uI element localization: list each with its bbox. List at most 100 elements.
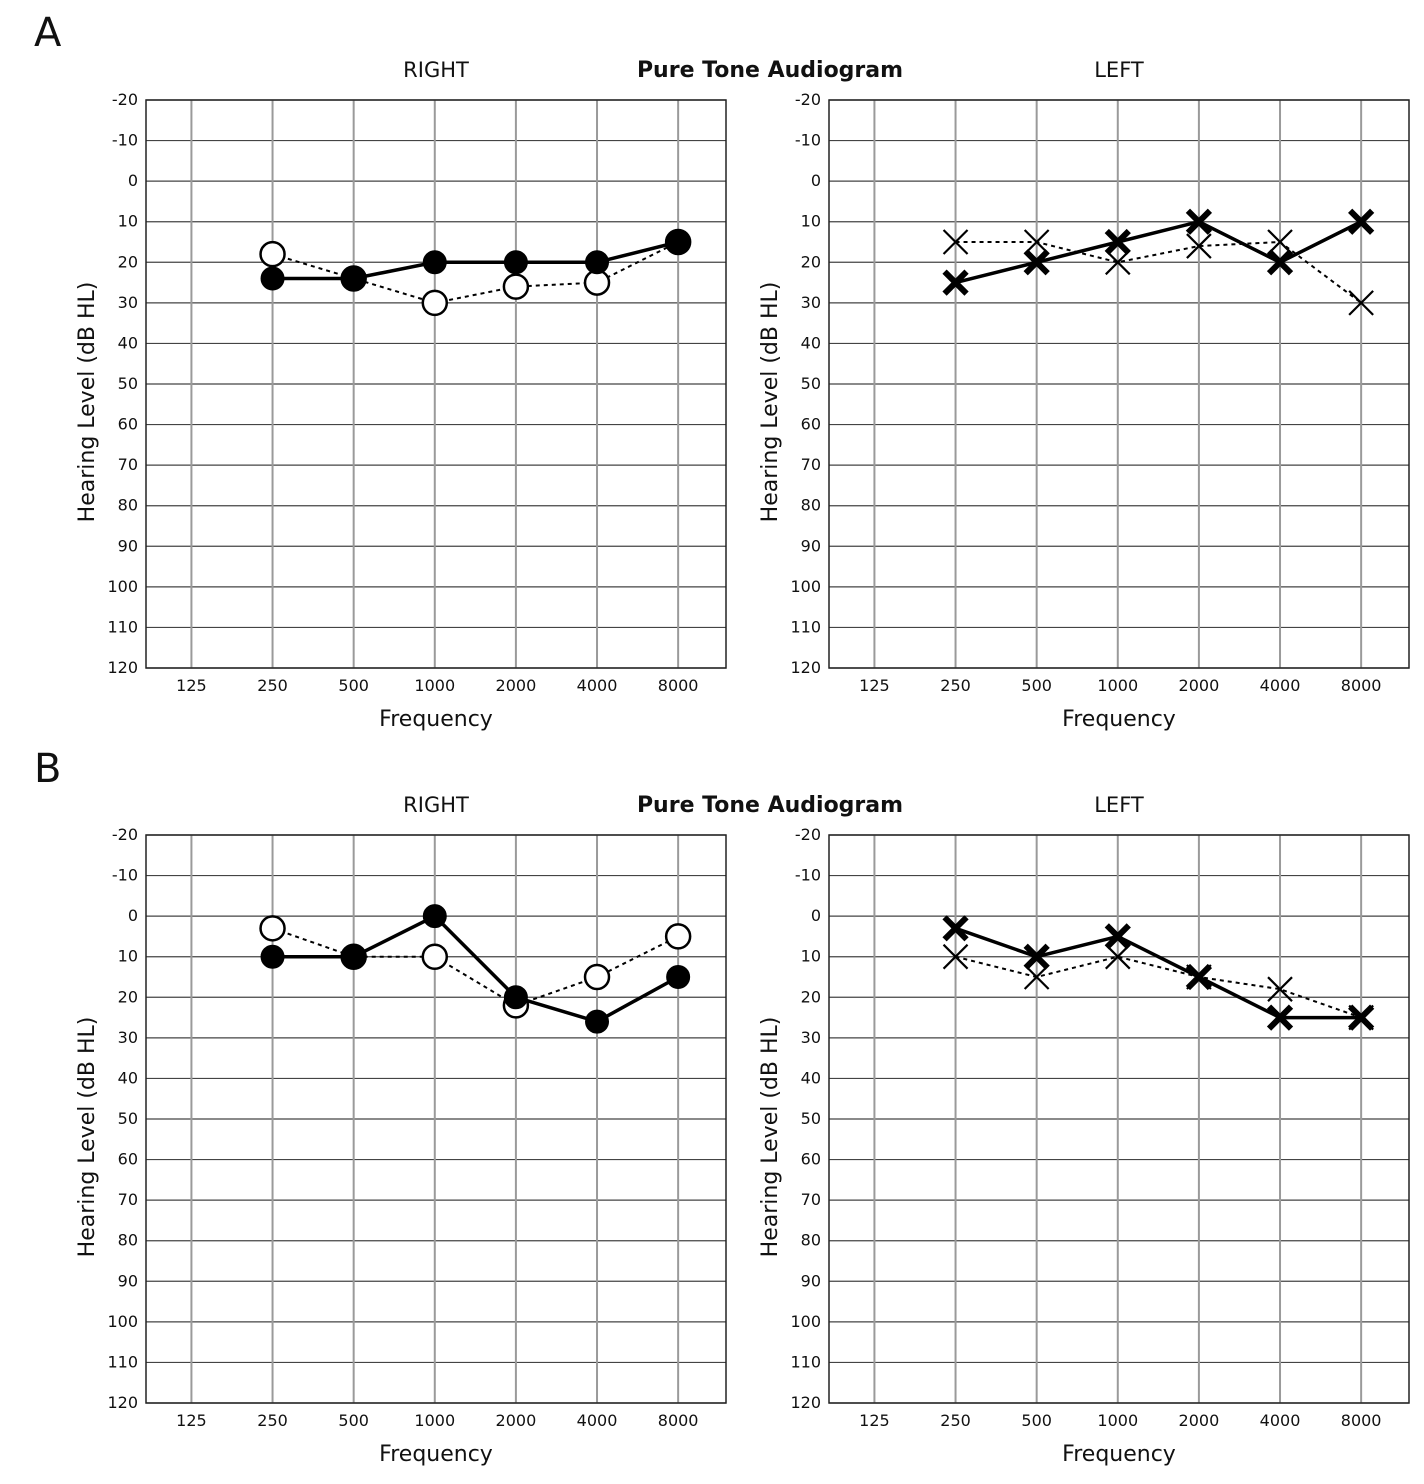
- y-tick-label: 20: [118, 252, 138, 271]
- audiogram-b-left: LEFT -20 -10 0 10 20 30 40 50 60 70 80 90 100 110 120 12…: [758, 793, 1410, 1467]
- series-line-dashed: [955, 240, 1362, 304]
- y-tick-label: 70: [118, 455, 138, 474]
- data-point-open-circle: [421, 943, 449, 970]
- data-point-bold-x: [1023, 249, 1050, 276]
- x-tick-label: 125: [859, 676, 890, 695]
- y-axis-label: Hearing Level (dB HL): [758, 282, 783, 523]
- data-point-filled-circle: [585, 250, 610, 275]
- x-tick-label: 1000: [1097, 676, 1138, 695]
- y-tick-label: -20: [112, 825, 138, 844]
- data-point-bold-x: [1104, 923, 1131, 950]
- y-tick-label: 110: [107, 1352, 138, 1371]
- y-tick-label: -10: [795, 866, 821, 885]
- data-point-bold-x: [942, 269, 969, 296]
- x-axis-label: Frequency: [379, 1442, 493, 1467]
- x-axis-label: Frequency: [1062, 707, 1176, 732]
- y-tick-label: 60: [801, 1150, 821, 1169]
- y-tick-label: 120: [790, 1393, 821, 1412]
- y-tick-label: 50: [118, 1109, 138, 1128]
- y-axis-label: Hearing Level (dB HL): [758, 1017, 783, 1258]
- y-tick-label: 80: [801, 496, 821, 515]
- x-tick-label: 500: [338, 1411, 369, 1430]
- y-tick-label: 30: [801, 293, 821, 312]
- y-tick-label: 120: [790, 658, 821, 677]
- x-tick-label: 4000: [1260, 676, 1301, 695]
- x-tick-label: 250: [257, 1411, 288, 1430]
- data-point-bold-x: [1185, 208, 1213, 235]
- y-tick-label: 100: [790, 1312, 821, 1331]
- y-tick-label: 10: [118, 212, 138, 231]
- x-tick-label: 500: [1021, 1411, 1052, 1430]
- data-point-thin-x: [1105, 943, 1131, 970]
- audiogram-b-right: RIGHT -20 -10 0 10 20 30 40 50 60 70 80 90 100 110 120 1…: [75, 793, 727, 1467]
- plot-frame: [828, 834, 1410, 1404]
- data-point-bold-x: [1348, 1004, 1375, 1031]
- x-tick-label: 500: [1021, 676, 1052, 695]
- data-point-thin-x: [1105, 249, 1131, 276]
- y-tick-label: 90: [801, 536, 821, 555]
- y-tick-label: 40: [801, 333, 821, 352]
- ear-label: RIGHT: [403, 58, 469, 82]
- data-point-filled-circle: [422, 250, 447, 275]
- y-tick-label: 30: [118, 293, 138, 312]
- data-point-filled-circle: [341, 944, 366, 969]
- series-line-solid: [272, 914, 679, 1024]
- audiogram-a-left: LEFT -20 -10 0 10 20 30 40 50 60 70 80 90 100 110 120 12…: [758, 58, 1410, 732]
- series-line-solid: [954, 926, 1362, 1020]
- plot-frame: [145, 834, 727, 1404]
- y-tick-label: 50: [801, 1109, 821, 1128]
- y-tick-label: 0: [811, 906, 821, 925]
- y-tick-label: 50: [801, 374, 821, 393]
- data-point-filled-circle: [585, 1009, 610, 1034]
- y-tick-label: 40: [118, 333, 138, 352]
- data-point-filled-circle: [503, 250, 528, 275]
- y-tick-label: 80: [118, 496, 138, 515]
- x-tick-label: 8000: [658, 1411, 699, 1430]
- x-tick-label: 2000: [1179, 676, 1220, 695]
- x-tick-label: 2000: [1179, 1411, 1220, 1430]
- y-tick-label: 50: [118, 374, 138, 393]
- x-tick-label: 1000: [414, 1411, 455, 1430]
- data-point-thin-x: [942, 943, 969, 970]
- y-tick-label: 110: [107, 617, 138, 636]
- data-point-thin-x: [1023, 229, 1050, 255]
- data-point-bold-x: [1348, 208, 1375, 235]
- x-tick-label: 1000: [1097, 1411, 1138, 1430]
- data-point-filled-circle: [341, 266, 366, 291]
- ear-label: RIGHT: [403, 793, 469, 817]
- data-point-filled-circle: [260, 266, 285, 291]
- data-point-thin-x: [942, 229, 969, 255]
- series-line-dashed: [272, 241, 679, 304]
- y-tick-label: -10: [112, 131, 138, 150]
- data-point-thin-x: [1267, 976, 1293, 1002]
- y-tick-label: 60: [801, 415, 821, 434]
- data-point-open-circle: [583, 963, 611, 991]
- x-tick-label: 125: [859, 1411, 890, 1430]
- y-tick-label: 10: [801, 212, 821, 231]
- x-tick-label: 250: [940, 676, 971, 695]
- y-tick-label: -10: [795, 131, 821, 150]
- data-point-bold-x: [1104, 228, 1131, 256]
- y-tick-label: -10: [112, 866, 138, 885]
- x-tick-label: 8000: [658, 676, 699, 695]
- y-tick-label: -20: [795, 90, 821, 109]
- data-point-thin-x: [1348, 290, 1374, 316]
- data-point-filled-circle: [422, 904, 447, 929]
- data-point-bold-x: [1266, 1004, 1294, 1031]
- y-tick-label: 0: [128, 171, 138, 190]
- data-point-open-circle: [664, 923, 692, 950]
- series-line-dashed: [272, 927, 679, 1007]
- x-tick-label: 4000: [577, 676, 618, 695]
- data-point-open-circle: [502, 273, 530, 300]
- y-tick-label: 100: [790, 577, 821, 596]
- y-tick-label: -20: [795, 825, 821, 844]
- y-axis-label: Hearing Level (dB HL): [75, 1017, 100, 1258]
- main-title: Pure Tone Audiogram: [637, 793, 903, 818]
- y-tick-label: 100: [107, 1312, 138, 1331]
- data-point-open-circle: [259, 915, 286, 942]
- y-tick-label: 70: [801, 1190, 821, 1209]
- data-point-filled-circle: [666, 230, 691, 254]
- y-tick-label: 60: [118, 1150, 138, 1169]
- ear-label: LEFT: [1094, 793, 1144, 817]
- series-line-solid: [955, 219, 1362, 285]
